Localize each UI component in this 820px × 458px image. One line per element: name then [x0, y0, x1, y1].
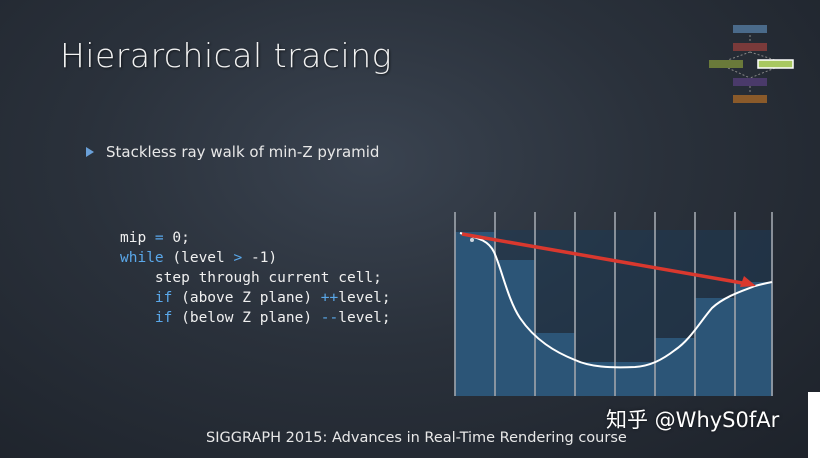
depth-surface-curve: [459, 232, 773, 369]
code-line-5: if (below Z plane) --level;: [154, 310, 391, 326]
slide-title: Hierarchical tracing: [60, 36, 392, 75]
bullet-text: Stackless ray walk of min-Z pyramid: [106, 143, 380, 161]
depth-cell: [455, 232, 495, 396]
depth-cell: [655, 338, 695, 396]
ray-arrowhead-icon: [740, 276, 756, 287]
code-line-1: mip = 0;: [120, 230, 190, 246]
diagram-node-3: [709, 60, 743, 68]
depth-cell: [735, 282, 773, 396]
diagram-node-5: [733, 78, 767, 86]
code-line-2: while (level > -1): [120, 250, 278, 266]
depth-cell: [695, 298, 735, 396]
code-block: mip = 0; while (level > -1) step through…: [120, 228, 391, 328]
bullet-arrow-icon: [86, 147, 94, 157]
code-line-4: if (above Z plane) ++level;: [154, 290, 391, 306]
ray-line: [461, 232, 749, 286]
footer-text: SIGGRAPH 2015: Advances in Real-Time Ren…: [206, 430, 627, 446]
diagram-node-6: [733, 95, 767, 103]
depth-cells: [455, 232, 773, 396]
depth-cell: [535, 333, 575, 396]
watermark-text: 知乎 @WhyS0fAr: [606, 408, 780, 432]
ray-origin: [470, 238, 474, 242]
grid-lines: [454, 212, 773, 396]
bullet-item: Stackless ray walk of min-Z pyramid: [86, 143, 379, 161]
code-line-3: step through current cell;: [120, 270, 382, 286]
diagram-node-4-highlight: [757, 59, 794, 69]
overlay-bar: [808, 392, 820, 458]
diagram-node-1: [733, 25, 767, 33]
diagram-node-2: [733, 43, 767, 51]
